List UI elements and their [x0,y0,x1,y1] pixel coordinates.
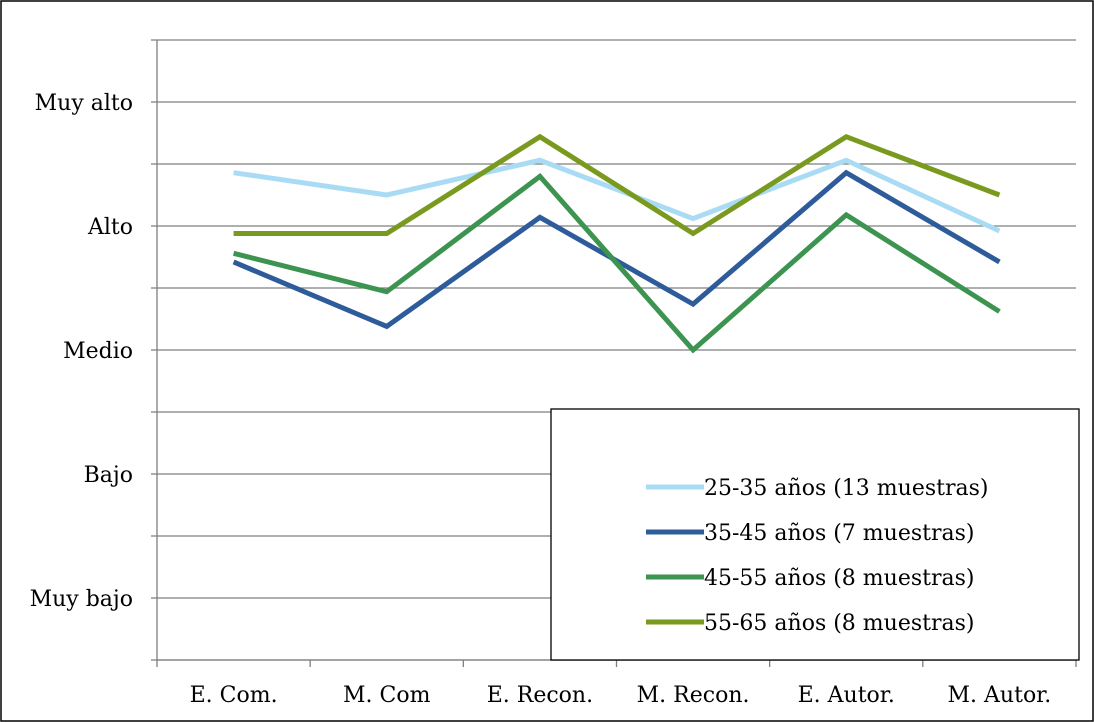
legend-box [550,408,1080,661]
legend: 25-35 años (13 muestras) 35-45 años (7 mu… [550,408,1080,661]
legend-label: 25-35 años (13 muestras) [704,476,989,501]
x-tick-label: E. Recon. [487,683,593,708]
x-tick-label: E. Autor. [798,683,895,708]
x-tick-label: E. Com. [190,683,278,708]
y-tick-label: Muy bajo [30,587,133,612]
series-line [233,157,1001,234]
y-tick-label: Medio [63,339,133,364]
series-line [233,133,1001,237]
legend-label: 35-45 años (7 muestras) [704,521,975,546]
x-tick-label: M. Com [343,683,431,708]
x-tick-label: M. Recon. [637,683,750,708]
x-tick-label: M. Autor. [948,683,1052,708]
legend-label: 55-65 años (8 muestras) [704,611,975,636]
y-tick-label: Alto [87,215,133,240]
series-lines [232,133,1001,354]
series-line [232,169,1001,330]
y-tick-label: Bajo [84,463,133,488]
series-line [232,173,1001,354]
y-tick-labels: Muy bajo Bajo Medio Alto Muy alto [30,91,133,612]
x-tick-labels: E. Com. M. Com E. Recon. M. Recon. E. Autor.… [190,683,1052,708]
legend-label: 45-55 años (8 muestras) [704,566,975,591]
y-tick-label: Muy alto [35,91,133,116]
